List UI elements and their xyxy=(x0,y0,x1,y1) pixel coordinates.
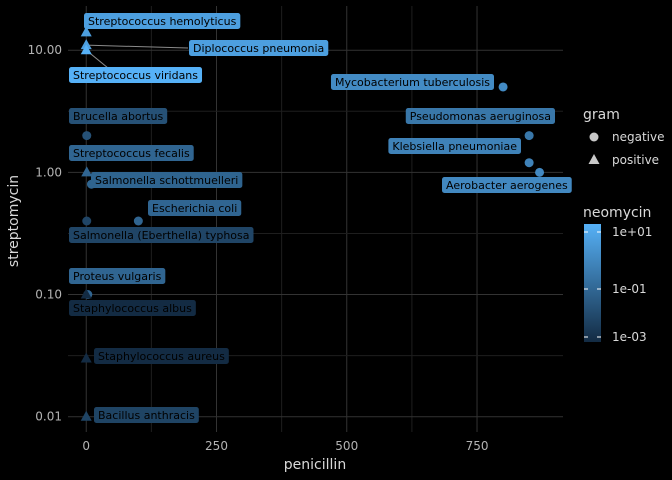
color-legend-tick-label: 1e+01 xyxy=(612,225,652,239)
legend-key-positive-triangle xyxy=(588,154,600,164)
label-text-staphylococcus-albus: Staphylococcus albus xyxy=(73,302,192,315)
label-mycobacterium-tuberculosis: Mycobacterium tuberculosis xyxy=(330,74,494,90)
x-tick-label: 0 xyxy=(82,439,90,453)
point-aerobacter-aerogenes xyxy=(535,167,545,177)
label-aerobacter-aerogenes: Aerobacter aerogenes xyxy=(442,177,572,193)
label-box-brucella-abortus xyxy=(69,108,168,124)
y-axis-title: streptomycin xyxy=(6,175,22,267)
label-text-streptococcus-hemolyticus: Streptococcus hemolyticus xyxy=(88,15,237,28)
label-box-staphylococcus-aureus xyxy=(94,348,229,364)
shape-legend-title: gram xyxy=(583,107,620,123)
label-diplococcus-pneumonia: Diplococcus pneumonia xyxy=(189,40,329,56)
label-box-streptococcus-hemolyticus xyxy=(84,13,241,29)
x-tick-label: 250 xyxy=(205,439,228,453)
label-box-aerobacter-aerogenes xyxy=(442,177,572,193)
color-legend-bar xyxy=(584,224,601,342)
label-box-pseudomonas-aeruginosa xyxy=(405,108,555,124)
point-staphylococcus-albus xyxy=(80,288,92,299)
label-text-salmonella-schottmuelleri: Salmonella schottmuelleri xyxy=(95,174,238,187)
point-staphylococcus-aureus xyxy=(80,352,92,363)
color-legend-title: neomycin xyxy=(583,205,651,221)
x-tick-label: 750 xyxy=(466,439,489,453)
point-streptococcus-viridans xyxy=(80,44,92,55)
label-box-streptococcus-fecalis xyxy=(69,145,194,161)
label-bacillus-anthracis: Bacillus anthracis xyxy=(94,407,199,423)
label-box-proteus-vulgaris xyxy=(69,268,166,284)
y-tick-label: 10.00 xyxy=(28,43,62,57)
label-text-bacillus-anthracis: Bacillus anthracis xyxy=(98,409,195,422)
label-proteus-vulgaris: Proteus vulgaris xyxy=(69,268,166,284)
point-brucella-abortus xyxy=(82,131,92,141)
y-tick-label: 1.00 xyxy=(35,165,62,179)
point-escherichia-coli xyxy=(133,216,143,226)
color-legend-tick-label: 1e-01 xyxy=(612,282,647,296)
label-staphylococcus-albus: Staphylococcus albus xyxy=(69,300,196,316)
label-text-mycobacterium-tuberculosis: Mycobacterium tuberculosis xyxy=(335,76,490,89)
label-text-brucella-abortus: Brucella abortus xyxy=(73,110,163,123)
x-tick-label: 500 xyxy=(335,439,358,453)
label-escherichia-coli: Escherichia coli xyxy=(148,200,242,216)
label-streptococcus-viridans: Streptococcus viridans xyxy=(69,67,203,83)
label-text-streptococcus-viridans: Streptococcus viridans xyxy=(73,69,198,82)
label-box-staphylococcus-albus xyxy=(69,300,196,316)
point-salmonella-eberthella-typhosa xyxy=(82,216,92,226)
y-tick-label: 0.01 xyxy=(35,410,62,424)
shape-legend: gram negative positive xyxy=(583,107,664,167)
point-mycobacterium-tuberculosis xyxy=(498,82,508,92)
label-staphylococcus-aureus: Staphylococcus aureus xyxy=(94,348,229,364)
label-box-bacillus-anthracis xyxy=(94,407,199,423)
y-axis-ticks: 0.01 0.10 1.00 10.00 xyxy=(28,43,62,424)
point-diplococcus-pneumonia xyxy=(80,39,92,50)
label-text-aerobacter-aerogenes: Aerobacter aerogenes xyxy=(446,179,568,192)
label-streptococcus-hemolyticus: Streptococcus hemolyticus xyxy=(84,13,241,29)
point-bacillus-anthracis xyxy=(80,410,92,421)
label-text-klebsiella-pneumoniae: Klebsiella pneumoniae xyxy=(392,140,517,153)
label-salmonella-eberthella-typhosa: Salmonella (Eberthella) typhosa xyxy=(69,227,254,243)
label-text-salmonella-eberthella-typhosa: Salmonella (Eberthella) typhosa xyxy=(73,229,250,242)
label-text-pseudomonas-aeruginosa: Pseudomonas aeruginosa xyxy=(410,110,551,123)
label-pseudomonas-aeruginosa: Pseudomonas aeruginosa xyxy=(405,108,555,124)
point-labels: Aerobacter aerogenes Brucella abortus Baci… xyxy=(69,13,572,423)
x-axis-ticks: 0 250 500 750 xyxy=(82,439,488,453)
label-box-salmonella-schottmuelleri xyxy=(91,172,243,188)
color-legend-ticks: 1e+01 1e-01 1e-03 xyxy=(584,225,652,344)
legend-key-negative-circle xyxy=(589,132,599,142)
label-text-staphylococcus-aureus: Staphylococcus aureus xyxy=(98,350,225,363)
legend-label-negative: negative xyxy=(612,130,664,144)
label-box-salmonella-eberthella-typhosa xyxy=(69,227,254,243)
leader-diplococcus-pneumonia xyxy=(86,44,189,49)
point-streptococcus-fecalis xyxy=(81,166,93,177)
label-text-escherichia-coli: Escherichia coli xyxy=(152,202,237,215)
label-box-escherichia-coli xyxy=(148,200,242,216)
label-brucella-abortus: Brucella abortus xyxy=(69,108,168,124)
label-box-mycobacterium-tuberculosis xyxy=(330,74,494,90)
y-tick-label: 0.10 xyxy=(35,288,62,302)
label-text-diplococcus-pneumonia: Diplococcus pneumonia xyxy=(193,42,324,55)
point-streptococcus-hemolyticus xyxy=(80,26,92,37)
color-legend: neomycin 1e+01 1e-01 1e-03 xyxy=(583,205,652,344)
label-box-klebsiella-pneumoniae xyxy=(388,138,521,154)
label-klebsiella-pneumoniae: Klebsiella pneumoniae xyxy=(388,138,521,154)
point-klebsiella-pneumoniae xyxy=(524,158,534,168)
point-pseudomonas-aeruginosa xyxy=(524,131,534,141)
label-text-streptococcus-fecalis: Streptococcus fecalis xyxy=(73,147,190,160)
data-points xyxy=(80,26,545,421)
label-box-diplococcus-pneumonia xyxy=(189,40,329,56)
legend-label-positive: positive xyxy=(612,153,659,167)
color-legend-tick-label: 1e-03 xyxy=(612,330,647,344)
x-axis-title: penicillin xyxy=(284,457,346,473)
label-text-proteus-vulgaris: Proteus vulgaris xyxy=(73,270,162,283)
label-streptococcus-fecalis: Streptococcus fecalis xyxy=(69,145,194,161)
label-salmonella-schottmuelleri: Salmonella schottmuelleri xyxy=(91,172,243,188)
label-box-streptococcus-viridans xyxy=(69,67,203,83)
